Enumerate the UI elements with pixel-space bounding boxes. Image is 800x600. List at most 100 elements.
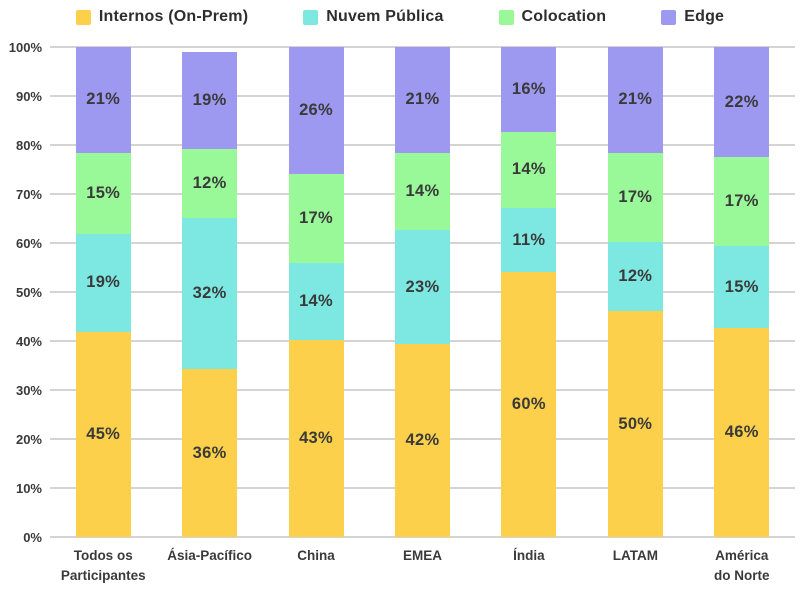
bar-segment: 21% [394, 47, 450, 153]
legend-item: Edge [661, 8, 724, 26]
plot-area: 45% 19% 15% 21% 36% 32% 12% 19% 43% 14% 17% 26% 42% 2… [50, 46, 795, 538]
y-axis-tick-label: 90% [15, 89, 42, 104]
y-axis-tick-label: 100% [8, 40, 42, 55]
y-axis-tick-label: 80% [15, 138, 42, 153]
x-axis-category-label: América do Norte [713, 548, 770, 584]
bar-segment: 19% [182, 51, 238, 150]
x-axis-category-label: Todos os Participantes [60, 548, 146, 584]
legend-label: Nuvem Pública [326, 8, 444, 25]
segment-value-label: 15% [86, 184, 121, 202]
y-axis-tick-label: 30% [15, 383, 42, 398]
x-axis-category-label: LATAM [612, 548, 658, 563]
stacked-bar: 46% 15% 17% 22% [714, 47, 770, 537]
segment-value-label: 15% [724, 277, 759, 296]
bar-segment: 36% [182, 369, 238, 537]
bar-segment: 60% [501, 272, 557, 537]
bar-segment: 26% [288, 47, 344, 174]
segment-value-label: 60% [511, 395, 546, 414]
bar-slot: 42% 23% 14% 21% [369, 47, 475, 537]
bar-segment: 46% [714, 327, 770, 537]
bar-slot: 60% 11% 14% 16% [476, 47, 582, 537]
bar-segment: 15% [714, 246, 770, 328]
stacked-bar: 42% 23% 14% 21% [394, 47, 450, 537]
bar-segment: 32% [182, 218, 238, 370]
legend-swatch-icon [303, 9, 319, 25]
bar-segment: 21% [607, 47, 663, 153]
segment-value-label: 50% [618, 414, 653, 433]
y-axis-tick-label: 20% [15, 432, 42, 447]
legend-swatch-icon [661, 9, 677, 25]
bar-segment: 14% [288, 263, 344, 340]
stacked-bar: 45% 19% 15% 21% [75, 47, 131, 537]
segment-value-label: 17% [299, 208, 334, 227]
bars-container: 45% 19% 15% 21% 36% 32% 12% 19% 43% 14% 17% 26% 42% 2… [50, 47, 795, 537]
segment-value-label: 21% [86, 90, 121, 109]
legend-swatch-icon [498, 9, 514, 25]
bar-segment: 50% [607, 311, 663, 537]
legend-item: Internos (On-Prem) [75, 8, 249, 26]
bar-segment: 12% [607, 242, 663, 311]
bar-segment: 23% [394, 229, 450, 345]
y-axis-tick-label: 40% [15, 334, 42, 349]
segment-value-label: 14% [405, 181, 440, 200]
y-axis-tick-label: 70% [15, 187, 42, 202]
segment-value-label: 17% [618, 188, 653, 207]
bar-slot: 50% 12% 17% 21% [582, 47, 688, 537]
segment-value-label: 19% [86, 273, 121, 292]
bar-slot: 36% 32% 12% 19% [156, 47, 262, 537]
segment-value-label: 21% [618, 90, 653, 109]
segment-value-label: 12% [618, 267, 653, 286]
gridline [50, 46, 795, 48]
legend-label: Internos (On-Prem) [98, 8, 249, 25]
bar-segment: 14% [394, 152, 450, 230]
segment-value-label: 17% [724, 192, 759, 211]
bar-segment: 12% [182, 149, 238, 218]
bar-segment: 14% [501, 131, 557, 208]
stacked-bar: 36% 32% 12% 19% [182, 51, 238, 537]
gridline [50, 536, 795, 538]
segment-value-label: 43% [299, 428, 334, 447]
segment-value-label: 12% [192, 174, 227, 193]
x-axis-category-label: EMEA [402, 548, 442, 563]
bar-segment: 17% [288, 173, 344, 264]
x-axis-category-label: China [297, 548, 335, 563]
bar-segment: 16% [501, 47, 557, 132]
segment-value-label: 11% [512, 230, 546, 249]
x-axis-category-label: Ásia-Pacífico [167, 548, 253, 563]
bar-segment: 22% [714, 47, 770, 158]
legend-item: Colocation [498, 8, 607, 26]
legend-label: Edge [684, 8, 725, 25]
legend-swatch-icon [75, 9, 91, 25]
y-axis-tick-label: 60% [15, 236, 42, 251]
segment-value-label: 32% [192, 284, 227, 303]
segment-value-label: 21% [405, 90, 440, 109]
bar-slot: 43% 14% 17% 26% [263, 47, 369, 537]
bar-segment: 17% [607, 152, 663, 243]
y-axis-tick-label: 50% [15, 285, 42, 300]
bar-slot: 46% 15% 17% 22% [689, 47, 795, 537]
segment-value-label: 26% [299, 100, 334, 119]
bar-slot: 45% 19% 15% 21% [50, 47, 156, 537]
bar-segment: 43% [288, 339, 344, 537]
segment-value-label: 46% [724, 422, 759, 441]
y-axis: 0% 10% 20% 30% 40% 50% 60% 70% 80% 90% 100% [0, 40, 44, 545]
y-axis-tick-label: 10% [15, 481, 42, 496]
bar-segment: 21% [75, 47, 131, 153]
stacked-bar: 43% 14% 17% 26% [288, 47, 344, 537]
segment-value-label: 22% [724, 92, 759, 111]
bar-segment: 19% [75, 234, 131, 332]
segment-value-label: 14% [299, 292, 334, 310]
bar-segment: 42% [394, 344, 450, 537]
bar-segment: 45% [75, 331, 131, 537]
segment-value-label: 19% [192, 91, 227, 110]
stacked-bar: 50% 12% 17% 21% [607, 47, 663, 537]
x-axis-category-label: Índia [513, 548, 545, 563]
segment-value-label: 42% [405, 431, 440, 450]
segment-value-label: 36% [192, 443, 227, 462]
segment-value-label: 23% [405, 277, 440, 296]
bar-segment: 15% [75, 152, 131, 235]
legend-label: Colocation [521, 8, 607, 25]
legend: Internos (On-Prem) Nuvem Pública Colocatio… [0, 8, 800, 26]
segment-value-label: 16% [511, 79, 546, 98]
